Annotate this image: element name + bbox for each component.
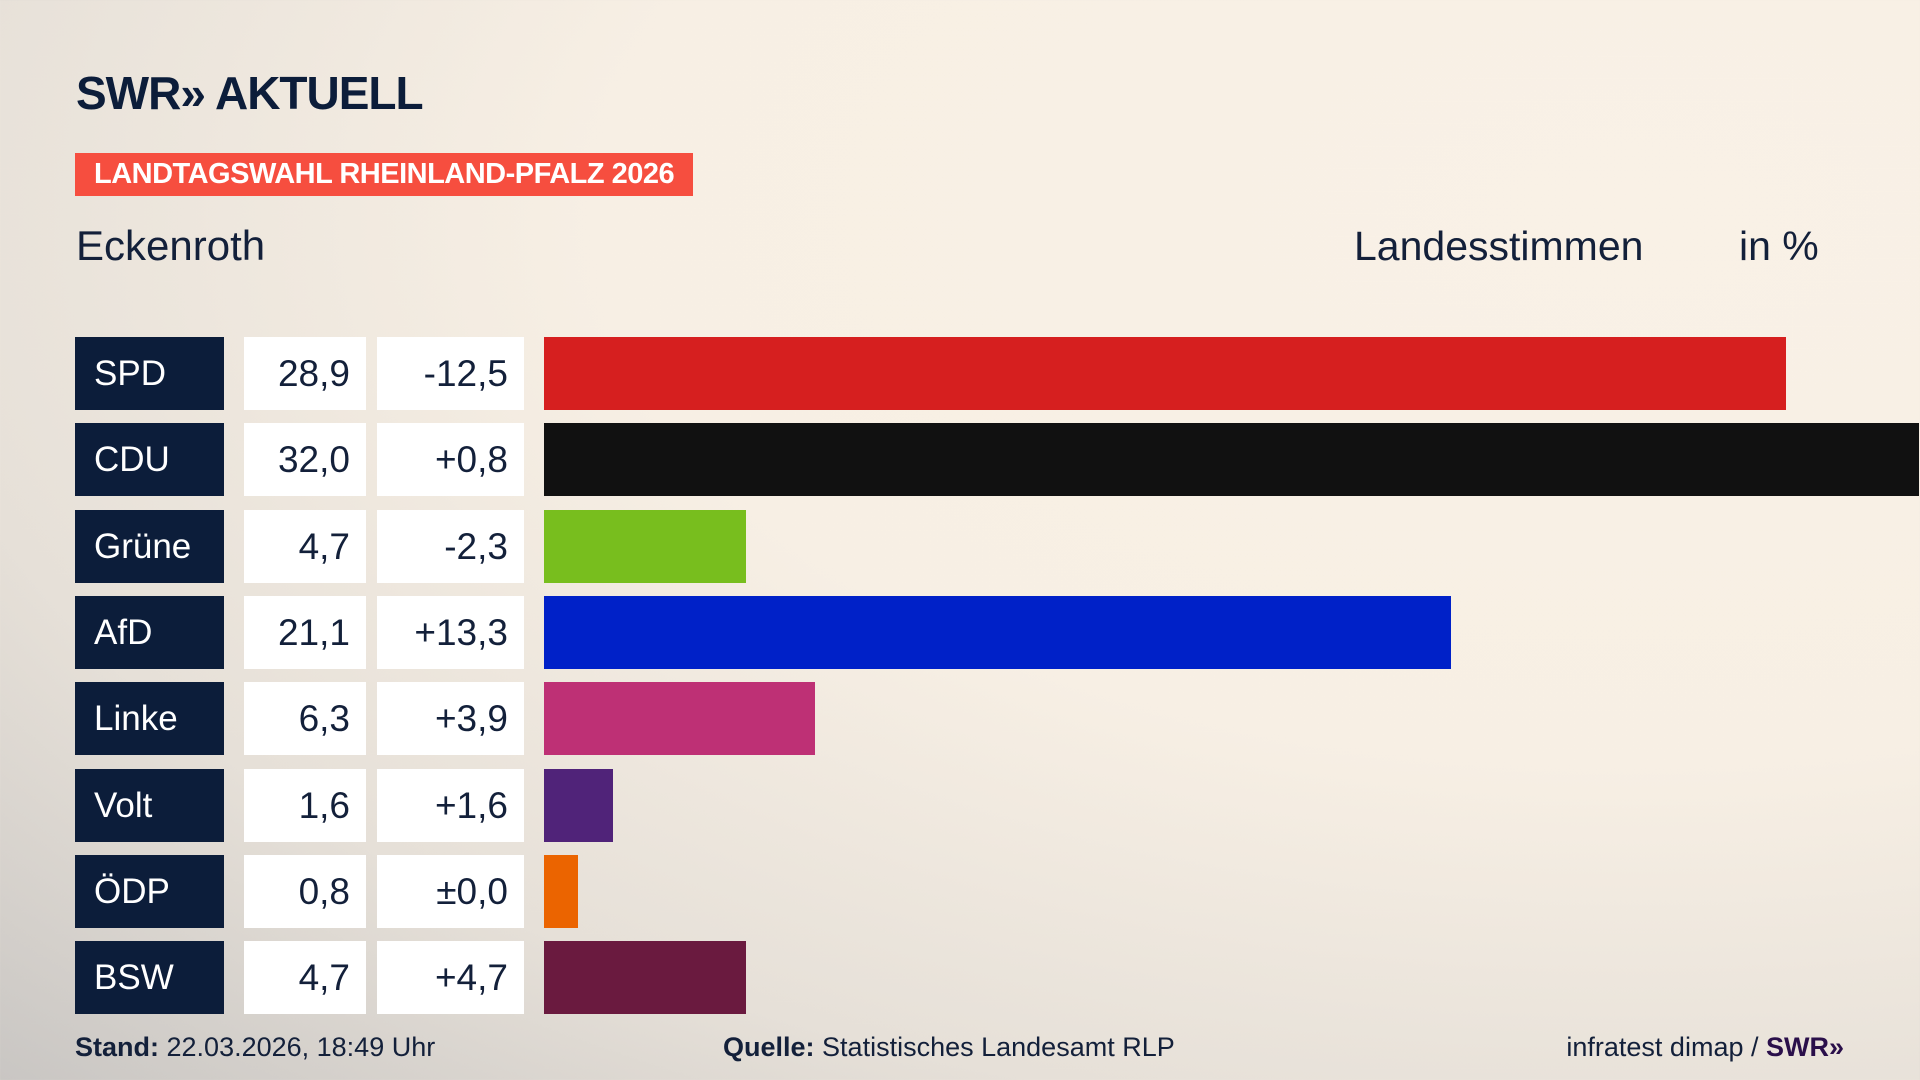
party-label: Volt (75, 768, 224, 842)
party-row: Linke 6,3 +3,9 (75, 682, 1920, 756)
stand-value: 22.03.2026, 18:49 Uhr (166, 1032, 436, 1062)
diff-label: +13,3 (377, 595, 524, 669)
value-label: 1,6 (244, 768, 366, 842)
credit: infratest dimap / SWR» (1566, 1030, 1844, 1064)
source-label: Quelle: (723, 1032, 815, 1062)
location-title: Eckenroth (76, 222, 266, 269)
measure-label: Landesstimmen (1354, 223, 1644, 269)
party-row: CDU 32,0 +0,8 (75, 423, 1920, 497)
party-label: Linke (75, 682, 224, 756)
party-label: Grüne (75, 509, 224, 583)
bar-0 (544, 337, 1786, 410)
party-row: BSW 4,7 +4,7 (75, 941, 1920, 1015)
diff-label: +0,8 (377, 423, 524, 497)
value-label: 28,9 (244, 337, 366, 410)
swr-small-logo: SWR» (1765, 1032, 1844, 1062)
election-banner: LANDTAGSWAHL RHEINLAND-PFALZ 2026 (75, 153, 694, 196)
diff-label: -2,3 (377, 509, 524, 583)
value-label: 6,3 (244, 682, 366, 756)
timestamp: Stand: 22.03.2026, 18:49 Uhr (75, 1030, 435, 1064)
bar-3 (544, 595, 1451, 669)
party-label: BSW (75, 941, 224, 1015)
stand-label: Stand: (75, 1032, 159, 1062)
bar-4 (544, 682, 815, 756)
party-row: Grüne 4,7 -2,3 (75, 509, 1920, 583)
value-label: 32,0 (244, 423, 366, 497)
source-value: Statistisches Landesamt RLP (822, 1032, 1175, 1062)
bar-5 (544, 768, 613, 842)
value-label: 4,7 (244, 509, 366, 583)
bar-2 (544, 509, 746, 583)
party-label: CDU (75, 423, 224, 497)
diff-label: ±0,0 (377, 854, 524, 928)
bar-7 (544, 941, 746, 1015)
party-label: ÖDP (75, 854, 224, 928)
diff-label: +4,7 (377, 941, 524, 1015)
value-label: 0,8 (244, 854, 366, 928)
bar-6 (544, 854, 579, 928)
diff-label: -12,5 (377, 337, 524, 410)
party-row: SPD 28,9 -12,5 (75, 337, 1920, 410)
credit-text: infratest dimap / (1566, 1032, 1766, 1062)
value-label: 4,7 (244, 941, 366, 1015)
source: Quelle: Statistisches Landesamt RLP (723, 1030, 1175, 1064)
party-label: AfD (75, 595, 224, 669)
diff-label: +3,9 (377, 682, 524, 756)
unit-label: in % (1739, 223, 1819, 269)
diff-label: +1,6 (377, 768, 524, 842)
value-label: 21,1 (244, 595, 366, 669)
party-label: SPD (75, 337, 224, 410)
party-row: AfD 21,1 +13,3 (75, 595, 1920, 669)
party-row: Volt 1,6 +1,6 (75, 768, 1920, 842)
party-row: ÖDP 0,8 ±0,0 (75, 854, 1920, 928)
bar-1 (544, 423, 1919, 497)
swr-aktuell-logo: SWR» AKTUELL (76, 67, 424, 119)
